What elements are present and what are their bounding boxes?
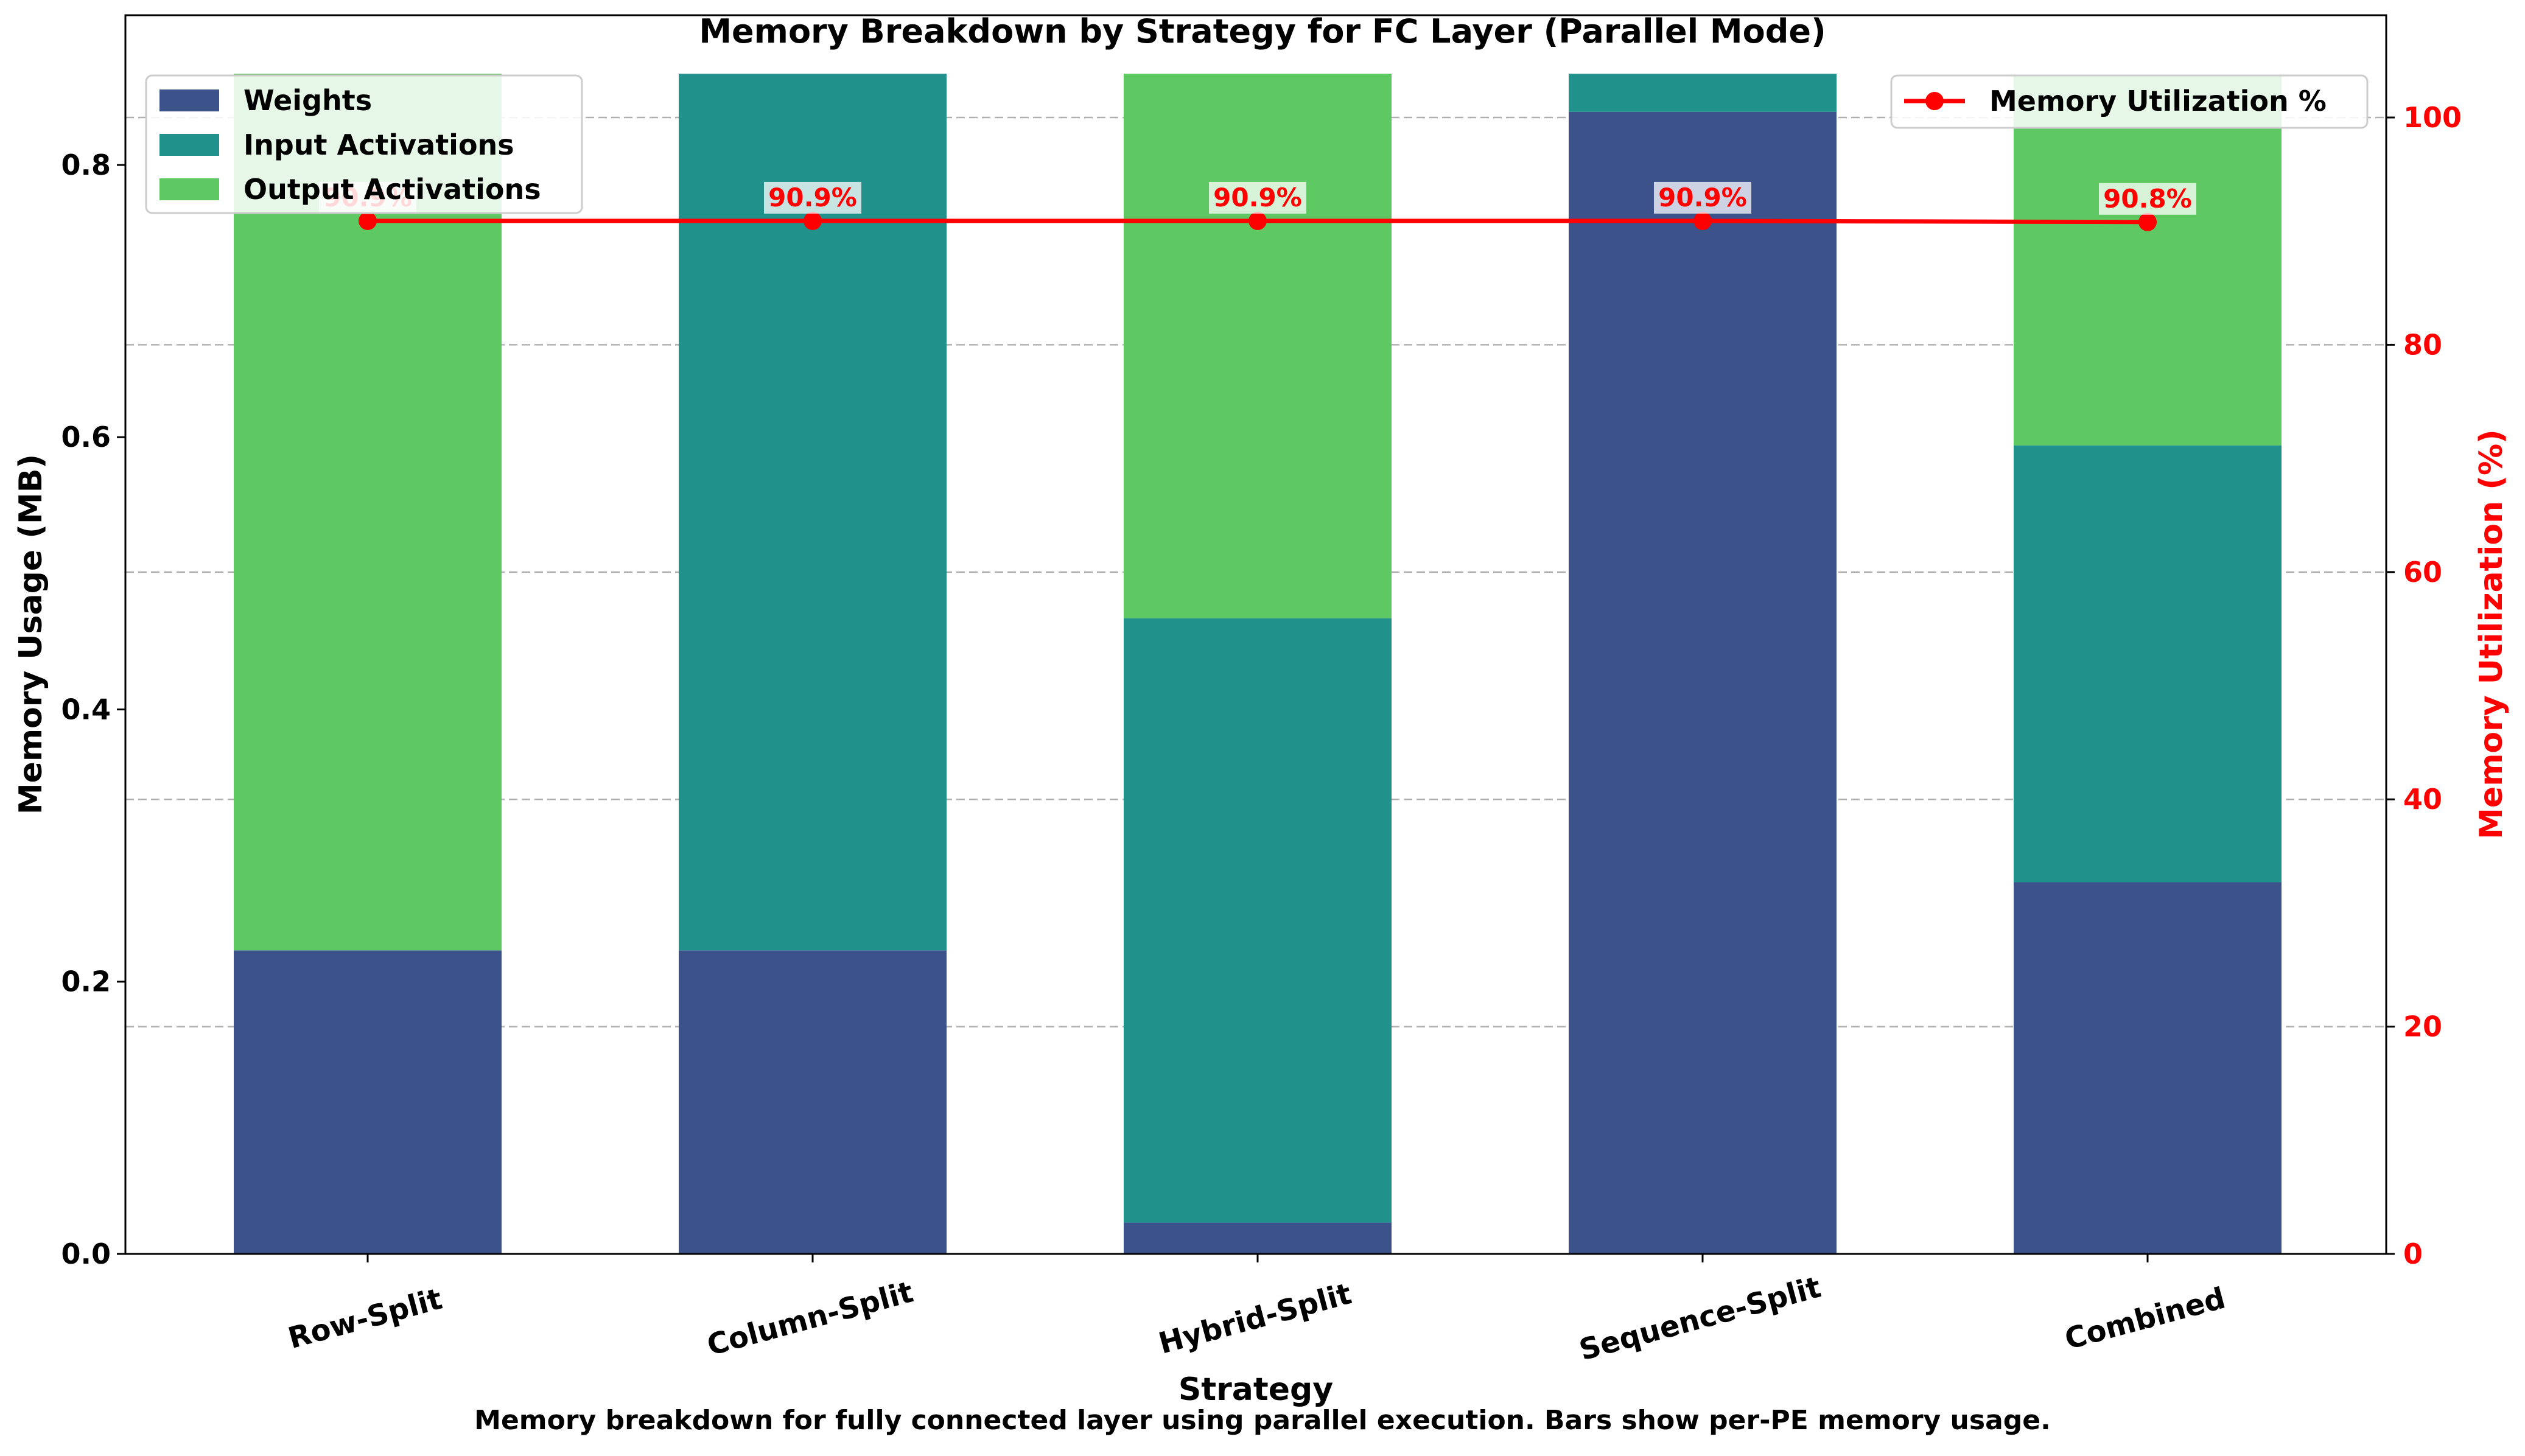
bar-segment <box>234 950 502 1254</box>
legend-label: Weights <box>243 84 372 117</box>
legend-swatch <box>159 89 219 111</box>
data-label-bg <box>1654 181 1751 214</box>
y2-tick-label: 40 <box>2403 783 2442 816</box>
bar-segment <box>1124 618 1392 1223</box>
data-label: 90.9% <box>768 183 857 212</box>
bar-segment <box>2014 882 2282 1254</box>
data-label-bg <box>1209 181 1306 214</box>
data-label-bg <box>764 181 861 214</box>
y-axis-label: Memory Usage (MB) <box>13 454 49 814</box>
legend-left-frame <box>145 74 583 214</box>
legend-label: Output Activations <box>243 173 541 206</box>
data-label: 90.9% <box>1658 183 1747 212</box>
utilization-point <box>1693 211 1712 230</box>
y2-tick-label: 100 <box>2403 101 2462 134</box>
x-axis-label: Strategy <box>1178 1371 1333 1408</box>
legend-label: Memory Utilization % <box>1989 85 2327 117</box>
y2-tick-label: 20 <box>2403 1010 2442 1043</box>
utilization-point <box>359 211 377 230</box>
bar-segment <box>1124 1222 1392 1254</box>
bar-segment <box>2014 75 2282 446</box>
plot-frame <box>124 14 2387 1255</box>
legend-right: Memory Utilization % <box>1890 74 2369 129</box>
legend-swatch <box>159 178 219 200</box>
utilization-point <box>1248 211 1267 230</box>
y-axis-left: 0.0 0.2 0.4 0.6 0.8 <box>61 149 125 1270</box>
bar-segment <box>2014 445 2282 883</box>
bar-segment <box>1124 74 1392 618</box>
y2-axis-label: Memory Utilization (%) <box>2473 429 2510 839</box>
y-tick-label: 0.4 <box>61 693 111 726</box>
y2-tick-label: 0 <box>2403 1237 2423 1270</box>
bars-group <box>234 74 2282 1255</box>
chart-title: Memory Breakdown by Strategy for FC Laye… <box>699 12 1826 51</box>
bar-segment <box>679 950 947 1254</box>
legend-left: Weights Input Activations Output Activatio… <box>145 74 583 214</box>
bar-segment <box>1569 74 1837 112</box>
figure-caption: Memory breakdown for fully connected lay… <box>474 1405 2051 1436</box>
data-label: 90.8% <box>2103 184 2192 214</box>
legend-right-frame <box>1890 74 2369 129</box>
legend-label: Input Activations <box>243 128 514 161</box>
x-tick-label: Sequence-Split <box>1576 1270 1825 1368</box>
data-label-bg <box>2099 183 2196 215</box>
x-tick-label: Column-Split <box>704 1275 917 1363</box>
utilization-line-group: 90.9%90.9%90.9%90.9%90.8% <box>319 181 2196 231</box>
utilization-point <box>2138 212 2157 231</box>
legend-marker <box>1925 92 1944 110</box>
x-axis: Row-Split Column-Split Hybrid-Split Sequenc… <box>285 1254 2229 1367</box>
y-axis-right: 0 20 40 60 80 100 <box>2386 101 2462 1270</box>
y-tick-label: 0.2 <box>61 965 111 998</box>
x-tick-label: Hybrid-Split <box>1155 1276 1355 1360</box>
y-tick-label: 0.8 <box>61 149 111 181</box>
y-tick-label: 0.0 <box>61 1237 111 1270</box>
bar-segment <box>1569 111 1837 1255</box>
utilization-point <box>804 211 822 230</box>
y2-tick-label: 80 <box>2403 328 2442 361</box>
x-tick-label: Combined <box>2061 1281 2229 1357</box>
x-tick-label: Row-Split <box>285 1282 446 1356</box>
data-label: 90.9% <box>1213 183 1302 212</box>
y2-tick-label: 60 <box>2403 556 2442 589</box>
y-tick-label: 0.6 <box>61 421 111 453</box>
legend-swatch <box>159 134 219 156</box>
